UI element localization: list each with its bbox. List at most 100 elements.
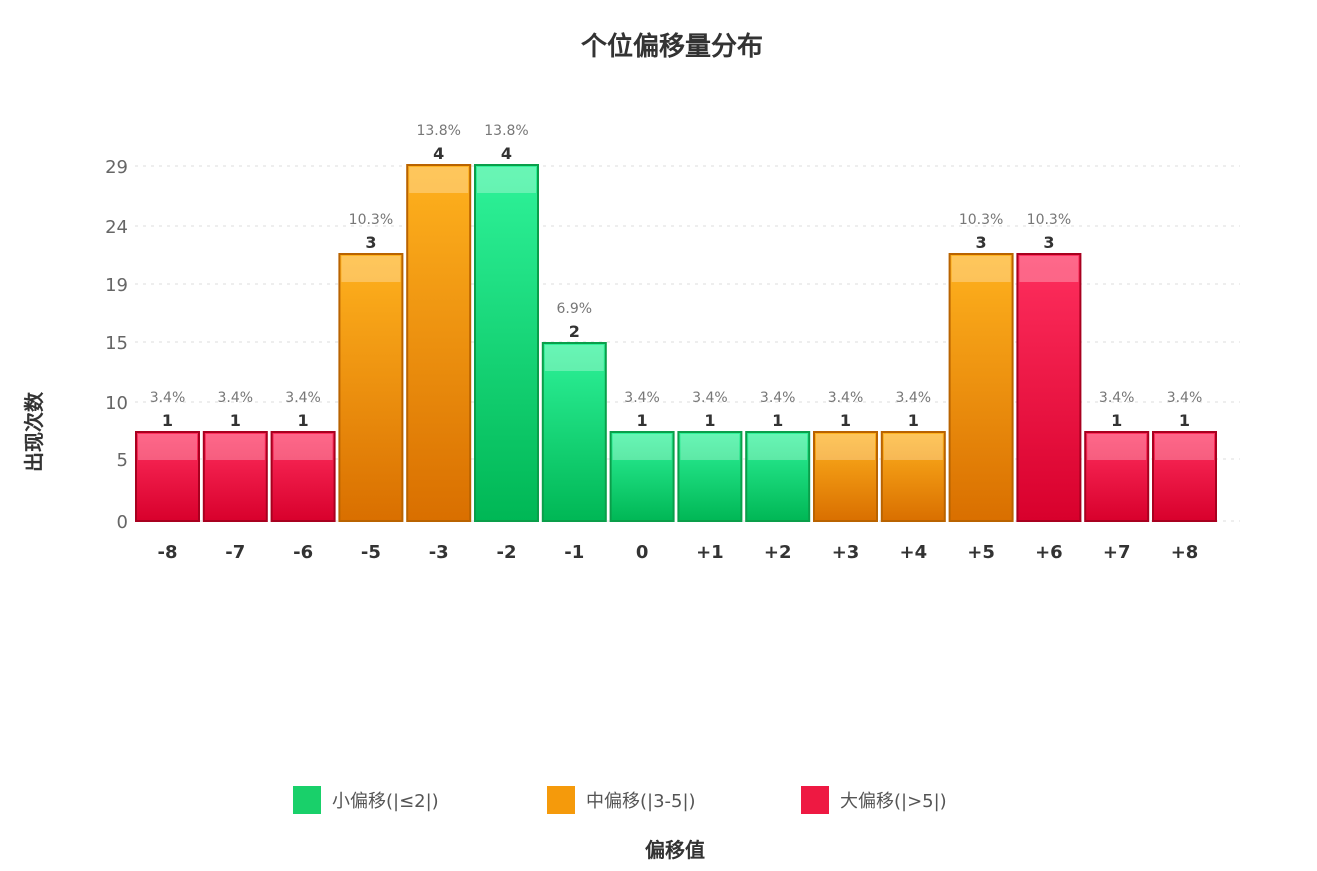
bar-count-label: 1 (162, 411, 173, 430)
x-tick-label: -1 (564, 542, 584, 563)
y-tick-label: 10 (105, 393, 128, 414)
bar-count-label: 1 (1179, 411, 1190, 430)
bar-percent-label: 3.4% (624, 390, 660, 406)
x-tick-label: -5 (361, 542, 381, 563)
bar-percent-label: 3.4% (285, 390, 321, 406)
bar-highlight (612, 434, 672, 460)
bar-count-label: 1 (772, 411, 783, 430)
bar-+2: 1 3.4% (745, 390, 811, 522)
bar--8: 1 3.4% (135, 390, 200, 522)
bar-highlight (680, 434, 740, 460)
bar-rect (1152, 431, 1217, 522)
bar-count-label: 1 (908, 411, 919, 430)
bar-count-label: 1 (1111, 411, 1122, 430)
bar--1: 2 6.9% (541, 301, 607, 522)
bar-+7: 1 3.4% (1084, 390, 1150, 522)
bar-count-label: 3 (1043, 233, 1054, 252)
bar-0: 1 3.4% (609, 390, 675, 522)
y-tick-label: 5 (117, 450, 128, 471)
y-tick-label: 24 (105, 217, 128, 238)
bar-highlight (1087, 434, 1147, 460)
x-tick-label: -7 (225, 542, 245, 563)
legend-swatch (547, 786, 575, 814)
bar-percent-label: 3.4% (692, 390, 728, 406)
x-tick-label: +7 (1103, 542, 1131, 563)
bar-highlight (409, 167, 469, 193)
bar-highlight (341, 256, 401, 282)
bar-count-label: 1 (840, 411, 851, 430)
y-tick-label: 15 (105, 333, 128, 354)
x-tick-label: -3 (429, 542, 449, 563)
legend-item-small: 小偏移(|≤2|) (293, 786, 439, 814)
bar-highlight (816, 434, 875, 460)
bar-count-label: 2 (569, 322, 580, 341)
legend-swatch (293, 786, 321, 814)
bar-percent-label: 3.4% (896, 390, 932, 406)
x-axis-label: 偏移值 (645, 838, 705, 862)
bar-highlight (544, 345, 604, 371)
bar-percent-label: 10.3% (1027, 212, 1071, 228)
legend-label: 中偏移(|3-5|) (586, 791, 696, 812)
bar-rect (135, 431, 200, 522)
bar-rect (202, 431, 268, 522)
bar-rect (1016, 253, 1082, 522)
bar-+5: 3 10.3% (948, 212, 1014, 522)
legend: 小偏移(|≤2|) 中偏移(|3-5|) 大偏移(|>5|) (293, 786, 947, 814)
bar--5: 3 10.3% (338, 212, 404, 522)
legend-item-medium: 中偏移(|3-5|) (547, 786, 696, 814)
bar-percent-label: 6.9% (557, 301, 593, 317)
bar-highlight (1019, 256, 1079, 282)
bar--2: 4 13.8% (474, 123, 539, 522)
y-tick-label: 19 (105, 275, 128, 296)
bar-highlight (477, 167, 536, 193)
bar-rect (338, 253, 404, 522)
bar-rect (474, 164, 539, 522)
bar-rect (270, 431, 336, 522)
y-tick-label: 29 (105, 157, 128, 178)
bar-rect (880, 431, 946, 522)
bar-count-label: 1 (704, 411, 715, 430)
bar-count-label: 1 (637, 411, 648, 430)
x-tick-label: +3 (832, 542, 860, 563)
bar-+6: 3 10.3% (1016, 212, 1082, 522)
bar--7: 1 3.4% (202, 390, 268, 522)
bar-+8: 1 3.4% (1152, 390, 1217, 522)
legend-label: 大偏移(|>5|) (840, 791, 947, 812)
bar-count-label: 3 (365, 233, 376, 252)
x-tick-label: +2 (764, 542, 792, 563)
bar-rect (813, 431, 878, 522)
x-tick-label: +1 (696, 542, 724, 563)
bar-count-label: 4 (501, 144, 512, 163)
bar-highlight (205, 434, 265, 460)
bar-highlight (273, 434, 333, 460)
x-tick-label: +5 (967, 542, 995, 563)
bar--6: 1 3.4% (270, 390, 336, 522)
bar-percent-label: 3.4% (218, 390, 254, 406)
bar-count-label: 4 (433, 144, 444, 163)
bar-highlight (1155, 434, 1214, 460)
bar-+1: 1 3.4% (677, 390, 743, 522)
y-tick-label: 0 (117, 512, 128, 533)
x-tick-label: +4 (899, 542, 927, 563)
bar-percent-label: 3.4% (760, 390, 796, 406)
bar-highlight (748, 434, 808, 460)
bar-percent-label: 3.4% (1167, 390, 1203, 406)
bar-highlight (883, 434, 943, 460)
x-tick-label: -8 (158, 542, 178, 563)
bar-percent-label: 13.8% (484, 123, 528, 139)
bar-rect (609, 431, 675, 522)
x-tick-label: -6 (293, 542, 313, 563)
bar-percent-label: 3.4% (150, 390, 186, 406)
bar-rect (406, 164, 472, 522)
bar-rect (948, 253, 1014, 522)
bar-percent-label: 3.4% (1099, 390, 1135, 406)
bar-percent-label: 10.3% (349, 212, 393, 228)
x-tick-label: -2 (497, 542, 517, 563)
legend-item-large: 大偏移(|>5|) (801, 786, 947, 814)
legend-swatch (801, 786, 829, 814)
bar-rect (677, 431, 743, 522)
bar-rect (541, 342, 607, 522)
bar-+3: 1 3.4% (813, 390, 878, 522)
y-axis-label: 出现次数 (22, 391, 46, 472)
